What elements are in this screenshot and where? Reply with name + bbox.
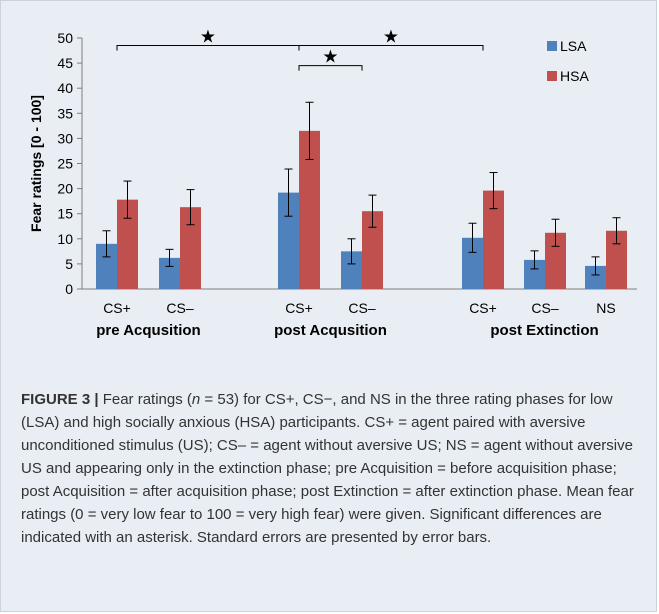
- bar-chart: 0 5 10 15 20 25 30 35 40 45 50 ★ ★ ★ Fear ratings [0…: [28, 27, 637, 339]
- bar-lsa: [585, 265, 606, 289]
- y-tick-label: 40: [57, 80, 73, 96]
- bar-hsa: [117, 199, 138, 289]
- x-tick-label: CS–: [348, 300, 375, 316]
- phase-label: post Acqusition: [274, 322, 387, 339]
- bar-lsa: [278, 192, 299, 289]
- significance-star: ★: [200, 27, 216, 48]
- bar-lsa: [341, 251, 362, 289]
- bar-hsa: [180, 207, 201, 289]
- x-tick-label: NS: [596, 300, 615, 316]
- y-tick-label: 0: [65, 281, 73, 297]
- significance-star: ★: [383, 27, 399, 48]
- bar-lsa: [462, 237, 483, 289]
- phase-label: post Extinction: [490, 322, 598, 339]
- legend: LSA HSA: [547, 38, 589, 84]
- bar-hsa: [362, 211, 383, 289]
- x-tick-label: CS+: [469, 300, 497, 316]
- y-tick-label: 30: [57, 130, 73, 146]
- y-tick-label: 35: [57, 105, 73, 121]
- bar-lsa: [159, 257, 180, 289]
- figure-label: FIGURE 3 |: [21, 391, 99, 408]
- bars: [96, 130, 627, 289]
- y-tick-label: 10: [57, 231, 73, 247]
- legend-swatch-hsa: [547, 71, 557, 81]
- y-axis-label: Fear ratings [0 - 100]: [28, 95, 44, 232]
- significance-bracket: [298, 65, 363, 71]
- x-tick-label: CS–: [531, 300, 558, 316]
- bar-hsa: [299, 130, 320, 289]
- significance-bracket: [298, 45, 484, 51]
- caption-text-1: Fear ratings (: [98, 391, 192, 408]
- x-tick-label: CS–: [166, 300, 193, 316]
- y-tick-label: 20: [57, 181, 73, 197]
- figure-caption: FIGURE 3 | Fear ratings (n = 53) for CS+…: [21, 388, 641, 549]
- caption-n-symbol: n: [191, 391, 201, 408]
- y-tick-label: 5: [65, 256, 73, 272]
- bar-lsa: [524, 259, 545, 289]
- legend-label-hsa: HSA: [560, 68, 589, 84]
- axis-labels: Fear ratings [0 - 100] CS+ CS– CS+ CS– CS+ CS–…: [28, 95, 616, 339]
- legend-label-lsa: LSA: [560, 38, 587, 54]
- x-tick-label: CS+: [285, 300, 313, 316]
- significance-star: ★: [322, 47, 338, 68]
- legend-swatch-lsa: [547, 41, 557, 51]
- y-tick-label: 15: [57, 206, 73, 222]
- bar-lsa: [96, 243, 117, 289]
- significance-brackets: ★ ★ ★: [116, 27, 484, 71]
- y-tick-label: 50: [57, 30, 73, 46]
- bar-hsa: [606, 230, 627, 289]
- bar-hsa: [545, 232, 566, 289]
- y-tick-label: 45: [57, 55, 73, 71]
- bar-hsa: [483, 190, 504, 289]
- phase-label: pre Acqusition: [96, 322, 200, 339]
- caption-text-2: = 53) for CS+, CS−, and NS in the three …: [21, 391, 634, 546]
- error-bars: [102, 101, 621, 276]
- y-tick-label: 25: [57, 156, 73, 172]
- x-tick-label: CS+: [103, 300, 131, 316]
